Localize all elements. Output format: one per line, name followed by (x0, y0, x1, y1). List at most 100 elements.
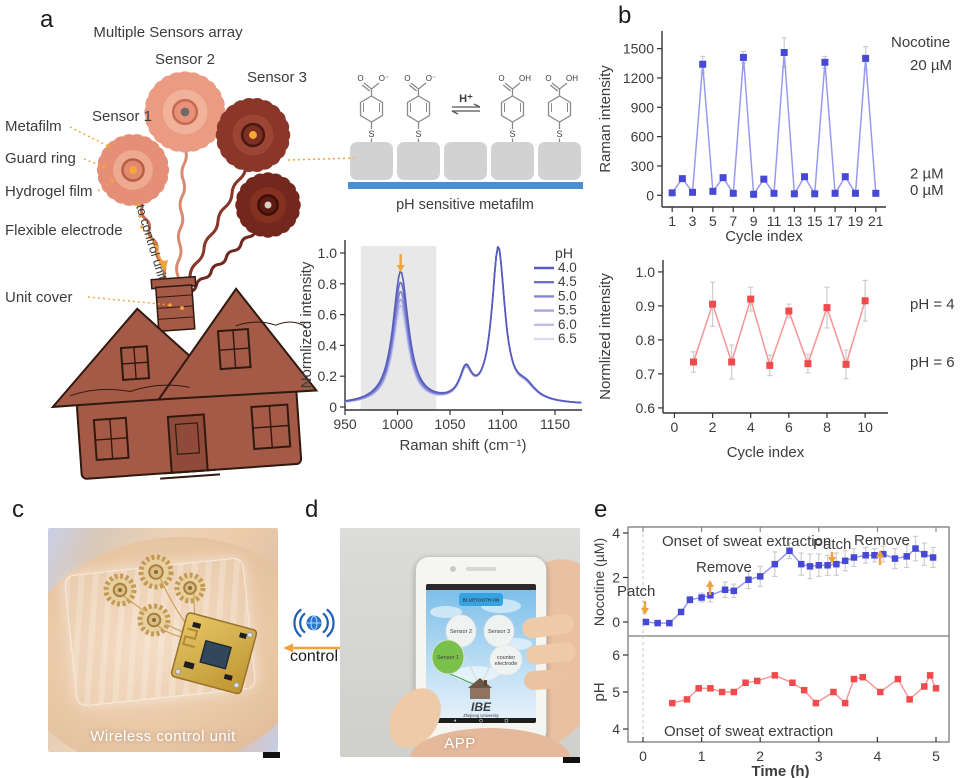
y-tick-label: 2 (612, 570, 620, 586)
data-marker (830, 688, 837, 696)
sensor-3-rosette (215, 97, 291, 173)
leader-line (69, 126, 109, 147)
legend-title: pH (555, 245, 573, 261)
x-tick-label: 1 (698, 748, 706, 764)
balloon-sensor-1[interactable]: Sensor 1 (431, 639, 465, 675)
data-marker (707, 592, 714, 599)
data-marker (642, 618, 650, 626)
gear-sensor (138, 554, 199, 639)
data-marker (785, 307, 793, 315)
y-axis-label: Raman intensity (597, 65, 614, 173)
axes: 0 2 4 6 8 10 0.6 0.7 0.8 0.9 1.0 (636, 260, 888, 435)
sulfur-label: S (509, 129, 515, 139)
leader-line (142, 229, 158, 248)
data-marker (880, 550, 887, 558)
bluetooth-button[interactable]: BLUETOOTH ON (459, 593, 503, 606)
data-marker (750, 190, 758, 198)
sensor-1-label: Sensor 1 (92, 108, 152, 125)
data-marker (841, 557, 849, 565)
data-marker (861, 297, 869, 305)
right-annotation: Nocotine (891, 34, 950, 51)
data-marker (718, 688, 726, 696)
panel-label-c: c (12, 496, 24, 523)
x-tick-label: 4 (874, 748, 882, 764)
acid-group-label: O⁻ (426, 74, 436, 83)
x-tick-label: 5 (709, 213, 717, 229)
data-series (668, 37, 880, 198)
signal-wave (326, 608, 335, 638)
house-graphic (468, 678, 492, 699)
y-tick-label: 0.8 (636, 332, 656, 348)
data-marker (862, 54, 870, 62)
data-marker (833, 560, 840, 568)
data-marker (823, 304, 831, 312)
x-tick-label: 9 (750, 213, 758, 229)
smartphone: BLUETOOTH ON Sensor 2 Sensor 3 Sensor 1 coun… (415, 556, 547, 745)
x-tick-label: 1050 (434, 416, 465, 432)
x-tick-label: 13 (787, 213, 803, 229)
android-nav-bar[interactable] (426, 718, 536, 723)
data-marker (859, 673, 866, 681)
x-tick-label: 1 (668, 213, 676, 229)
data-marker (906, 696, 913, 703)
cloud (430, 606, 462, 618)
sensor-2-label: Sensor 2 (155, 51, 215, 68)
x-tick-label: 19 (848, 213, 864, 229)
sulfur-label: S (556, 129, 562, 139)
x-tick-label: 1000 (382, 416, 413, 432)
axes: 950 1000 1050 1100 1150 0 0.2 0.4 0.6 0.8 1.0 (318, 240, 582, 432)
y-tick-label: 1500 (623, 41, 654, 57)
x-tick-label: 2 (709, 419, 717, 435)
data-marker (877, 688, 884, 696)
y-tick-label: 1.0 (318, 245, 338, 261)
legend-entry: 5.5 (558, 303, 577, 318)
gear-sensor (137, 603, 199, 639)
data-marker (668, 189, 676, 197)
x-tick-label: 6 (785, 419, 793, 435)
y-tick-label: 4 (612, 525, 620, 541)
y-tick-label: 0.6 (636, 400, 656, 416)
signal-wave (293, 608, 302, 638)
finger (523, 668, 573, 691)
series-line (672, 674, 937, 704)
back-icon (453, 719, 456, 722)
data-marker (800, 686, 808, 694)
y-tick-label: 4 (612, 721, 620, 737)
legend-entry: 4.0 (558, 260, 577, 275)
data-marker (747, 295, 755, 303)
app-logo-subtitle: Zhejiang University (463, 713, 500, 718)
data-marker (683, 696, 691, 703)
x-tick-label: 4 (747, 419, 755, 435)
data-marker (730, 587, 738, 595)
chart-text: BLUETOOTH ON (463, 598, 500, 603)
oxygen-label: O (545, 74, 551, 83)
x-axis-label: Raman shift (cm⁻¹) (399, 437, 526, 454)
data-marker (850, 554, 858, 561)
phone-screen[interactable]: BLUETOOTH ON Sensor 2 Sensor 3 Sensor 1 coun… (426, 584, 536, 723)
data-marker (831, 189, 839, 197)
panel-label-d: d (305, 496, 319, 523)
chart-text: Remove (696, 559, 752, 576)
leader-line (83, 158, 105, 168)
y-tick-label: 0.2 (318, 368, 338, 384)
x-tick-label: 1100 (487, 416, 517, 432)
data-marker (903, 553, 910, 560)
data-marker (719, 174, 727, 182)
x-axis-label: Time (h) (751, 763, 809, 778)
sulfur-label: S (415, 129, 421, 139)
chip (199, 639, 232, 670)
thiol-molecule: S O OH (498, 74, 531, 142)
balloon-sensor-3[interactable]: Sensor 3 (483, 614, 515, 648)
flexible-electrode-squiggle (182, 165, 248, 292)
house-device (50, 275, 319, 480)
control-link-label: control (289, 648, 339, 665)
y-tick-label: 300 (631, 158, 655, 174)
data-marker (742, 679, 749, 686)
y-tick-label: 0.4 (318, 337, 338, 353)
sweat-monitoring-chart: 0 1 2 3 4 5 0 2 4 4 5 6 Time (h) Nocotine (µM) pH Onset… (592, 525, 950, 778)
data-marker (766, 361, 774, 369)
data-marker (786, 547, 793, 555)
